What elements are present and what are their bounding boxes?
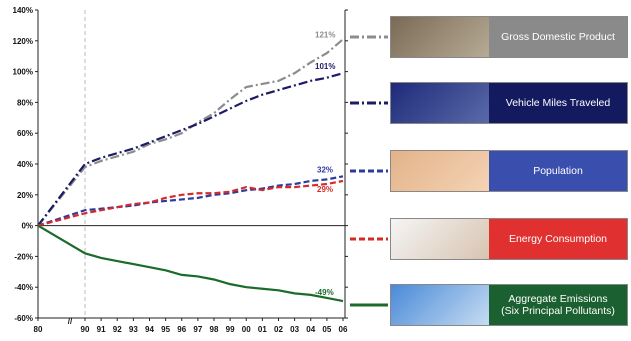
y-tick-label: 120% xyxy=(13,37,33,46)
x-tick-label: 01 xyxy=(258,325,267,334)
x-tick-label: 06 xyxy=(339,325,348,334)
legend-item: Vehicle Miles Traveled xyxy=(390,82,628,124)
coins-image-icon xyxy=(391,17,489,57)
end-value-label: 32% xyxy=(317,165,333,174)
y-tick-label: -20% xyxy=(14,252,33,261)
baby-image-icon xyxy=(391,151,489,191)
y-axis-ticks: 140% 120% 100% 80% 60% 40% 20% 0% -20% -40% -60% xyxy=(13,6,348,323)
legend-item: Aggregate Emissions (Six Principal Pollu… xyxy=(390,284,628,326)
end-value-label: 29% xyxy=(317,185,333,194)
x-tick-label: 98 xyxy=(210,325,219,334)
legend-label: Gross Domestic Product xyxy=(501,31,615,43)
legend-item: Population xyxy=(390,150,628,192)
y-tick-label: -40% xyxy=(14,283,33,292)
series-lines xyxy=(37,38,344,303)
axis-break-symbol: // xyxy=(68,317,73,326)
series-line-vehicle-miles-traveled xyxy=(37,72,344,227)
x-tick-label: 00 xyxy=(242,325,251,334)
series-line-aggregate-emissions xyxy=(37,224,344,303)
end-value-label: 101% xyxy=(315,62,335,71)
y-tick-label: 100% xyxy=(13,68,33,77)
legend-label: Vehicle Miles Traveled xyxy=(505,97,611,109)
x-tick-label: 96 xyxy=(177,325,186,334)
x-tick-label: 99 xyxy=(226,325,235,334)
power-plug-image-icon xyxy=(391,219,489,259)
end-value-label: -49% xyxy=(315,288,334,297)
y-tick-label: 80% xyxy=(17,98,33,107)
legend-label: Population xyxy=(533,165,583,177)
x-tick-label: 95 xyxy=(161,325,170,334)
traffic-image-icon xyxy=(391,83,489,123)
y-tick-label: 40% xyxy=(17,160,33,169)
x-tick-label: 97 xyxy=(193,325,202,334)
x-tick-label: 80 xyxy=(34,325,43,334)
end-value-label: 121% xyxy=(315,30,335,39)
chart-axes xyxy=(37,10,346,319)
x-tick-label: 02 xyxy=(274,325,283,334)
x-tick-label: 03 xyxy=(290,325,299,334)
y-tick-label: 0% xyxy=(21,222,33,231)
x-tick-label: 92 xyxy=(113,325,122,334)
series-end-labels: 121% 101% 32% 29% -49% xyxy=(315,30,335,297)
series-line-gross-domestic-product xyxy=(37,38,344,227)
y-tick-label: 140% xyxy=(13,6,33,15)
x-tick-label: 05 xyxy=(322,325,331,334)
legend-item: Energy Consumption xyxy=(390,218,628,260)
y-tick-label: 20% xyxy=(17,191,33,200)
x-tick-label: 04 xyxy=(306,325,315,334)
x-axis-ticks: 80 90 91 92 93 94 95 96 97 98 99 00 01 02 03 04 05 06 // xyxy=(34,317,348,334)
x-tick-label: 91 xyxy=(97,325,106,334)
series-line-population xyxy=(37,175,344,227)
y-tick-label: -60% xyxy=(14,314,33,323)
legend-connectors xyxy=(350,35,388,307)
smokestacks-image-icon xyxy=(391,285,489,325)
legend-item: Gross Domestic Product xyxy=(390,16,628,58)
x-tick-label: 90 xyxy=(81,325,90,334)
legend-label: Aggregate Emissions (Six Principal Pollu… xyxy=(501,293,615,317)
x-tick-label: 94 xyxy=(145,325,154,334)
y-tick-label: 60% xyxy=(17,129,33,138)
series-line-energy-consumption xyxy=(37,179,344,227)
legend-label: Energy Consumption xyxy=(508,233,608,245)
x-tick-label: 93 xyxy=(129,325,138,334)
